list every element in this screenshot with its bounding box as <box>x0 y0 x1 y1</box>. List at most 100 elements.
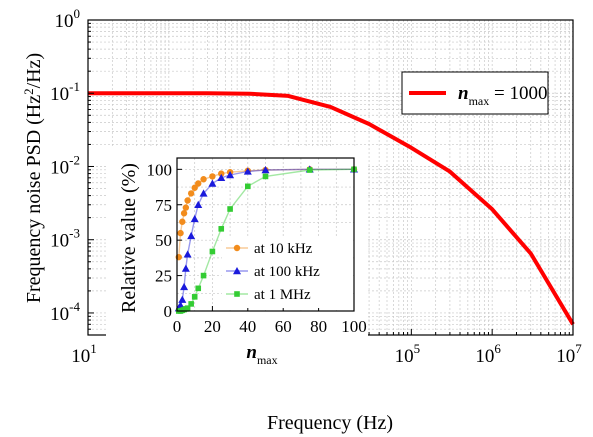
inset-marker-square <box>200 272 207 279</box>
main-y-tick-exp: -2 <box>69 152 80 167</box>
inset-x-tick-label: 20 <box>204 317 221 336</box>
inset-marker-circle <box>195 180 202 187</box>
inset-marker-circle <box>209 173 216 180</box>
inset-series-layer <box>174 165 358 314</box>
main-x-tick-exp: 7 <box>575 341 582 356</box>
main-x-tick-base: 10 <box>395 346 414 367</box>
main-y-tick-label: 10-3 <box>50 226 80 252</box>
main-legend: nmax = 1000 <box>401 71 549 115</box>
main-x-tick-exp: 5 <box>414 341 421 356</box>
main-x-tick-label: 107 <box>556 341 582 367</box>
inset-y-axis-title: Relative value (%) <box>118 163 140 313</box>
inset-legend-items: at 10 kHz at 100 kHz at 1 MHz <box>226 241 320 303</box>
inset-marker-triangle <box>178 295 187 303</box>
inset-legend-label: at 1 MHz <box>254 287 311 303</box>
inset-y-tick-label: 25 <box>155 267 172 286</box>
inset-marker-square <box>234 291 240 297</box>
inset-marker-triangle <box>183 250 192 258</box>
inset-marker-square <box>262 173 269 180</box>
inset-plot-frame <box>176 157 355 312</box>
main-x-tick-label: 101 <box>71 341 97 367</box>
main-x-tick-base: 10 <box>556 346 575 367</box>
main-y-tick-exp: -1 <box>69 79 80 94</box>
inset-marker-triangle <box>208 179 217 187</box>
main-x-tick-label: 106 <box>475 341 501 367</box>
main-y-tick-exp: -4 <box>69 299 80 314</box>
main-y-tick-label: 10-2 <box>50 152 80 178</box>
inset-marker-circle <box>182 204 190 211</box>
main-legend-var: n <box>458 83 469 104</box>
main-y-tick-exp: -3 <box>69 226 80 241</box>
inset-marker-circle <box>180 210 188 217</box>
main-y-tick-base: 10 <box>55 11 74 32</box>
inset-x-tick-label: 80 <box>310 317 327 336</box>
inset-marker-square <box>218 226 225 232</box>
main-y-tick-base: 10 <box>50 304 69 325</box>
main-y-axis-title-tail: /Hz) <box>23 53 45 89</box>
main-x-tick-base: 10 <box>475 346 494 367</box>
inset-marker-triangle <box>243 167 252 175</box>
inset-marker-triangle <box>187 231 196 240</box>
inset-marker-triangle <box>199 189 208 197</box>
main-x-axis-title: Frequency (Hz) <box>267 412 393 434</box>
main-y-tick-label: 100 <box>55 6 81 32</box>
inset-x-tick-label: 0 <box>173 317 182 336</box>
inset-legend-label: at 10 kHz <box>254 241 313 257</box>
main-legend-sub: max <box>469 94 490 108</box>
inset-x-tick-label: 100 <box>341 317 367 336</box>
inset-marker-circle <box>187 190 195 197</box>
inset-marker-triangle <box>194 200 203 208</box>
main-x-tick-exp: 6 <box>494 341 501 356</box>
inset-legend-label: at 100 kHz <box>254 264 320 280</box>
main-legend-rest: = 1000 <box>489 83 547 104</box>
main-y-tick-label: 10-4 <box>50 299 80 325</box>
inset-marker-triangle <box>181 264 190 272</box>
inset-marker-square <box>245 183 251 190</box>
inset-marker-triangle <box>217 173 226 182</box>
inset-x-tick-label: 40 <box>239 317 256 336</box>
inset-marker-triangle <box>190 214 199 223</box>
inset-marker-square <box>306 167 313 173</box>
inset-x-axis-title: nmax <box>246 342 277 367</box>
main-series-line <box>88 91 575 326</box>
inset-y-tick-label: 0 <box>164 302 173 321</box>
inset-marker-circle <box>218 170 225 177</box>
inset-marker-circle <box>200 176 207 183</box>
main-y-axis-title-main: Frequency noise PSD (Hz <box>23 95 45 303</box>
main-y-axis-title: Frequency noise PSD (Hz2/Hz) <box>21 53 46 303</box>
inset-legend-box <box>222 236 352 308</box>
main-legend-label: nmax = 1000 <box>458 83 547 108</box>
main-x-tick-base: 10 <box>71 346 90 367</box>
main-x-tick-exp: 1 <box>90 341 97 356</box>
inset-ticks: 0 20 40 60 80 100 0 25 50 75 100 <box>147 160 367 336</box>
inset-marker-circle <box>179 218 186 225</box>
inset-y-tick-label: 100 <box>147 160 173 179</box>
inset-marker-triangle <box>226 171 235 179</box>
inset-marker-square <box>227 206 233 212</box>
main-y-tick-base: 10 <box>50 84 69 105</box>
inset-x-axis-sub: max <box>257 353 278 367</box>
inset-x-tick-label: 60 <box>275 317 292 336</box>
inset-marker-triangle <box>180 282 189 291</box>
inset-marker-triangle <box>261 166 270 174</box>
inset-marker-square <box>195 285 202 292</box>
main-y-tick-label: 10-1 <box>50 79 80 105</box>
inset-marker-circle <box>191 184 198 191</box>
inset-marker-square <box>191 294 198 300</box>
inset-marker-circle <box>177 229 184 237</box>
inset-y-tick-label: 50 <box>155 231 172 250</box>
main-y-axis-title-sup: 2 <box>21 88 36 95</box>
inset-marker-circle <box>184 197 191 204</box>
inset-marker-circle <box>233 244 241 252</box>
main-curve-layer <box>88 91 575 326</box>
inset-marker-square <box>209 248 216 255</box>
inset-x-axis-var: n <box>246 342 257 363</box>
inset-marker-square <box>184 305 191 311</box>
inset-marker-triangle <box>233 267 241 275</box>
inset-y-tick-label: 75 <box>155 196 172 215</box>
main-y-tick-base: 10 <box>50 231 69 252</box>
inset-chart: 0 20 40 60 80 100 0 25 50 75 100 Relative value (%… <box>106 148 368 401</box>
main-y-tick-exp: 0 <box>74 6 81 21</box>
main-y-tick-base: 10 <box>50 157 69 178</box>
